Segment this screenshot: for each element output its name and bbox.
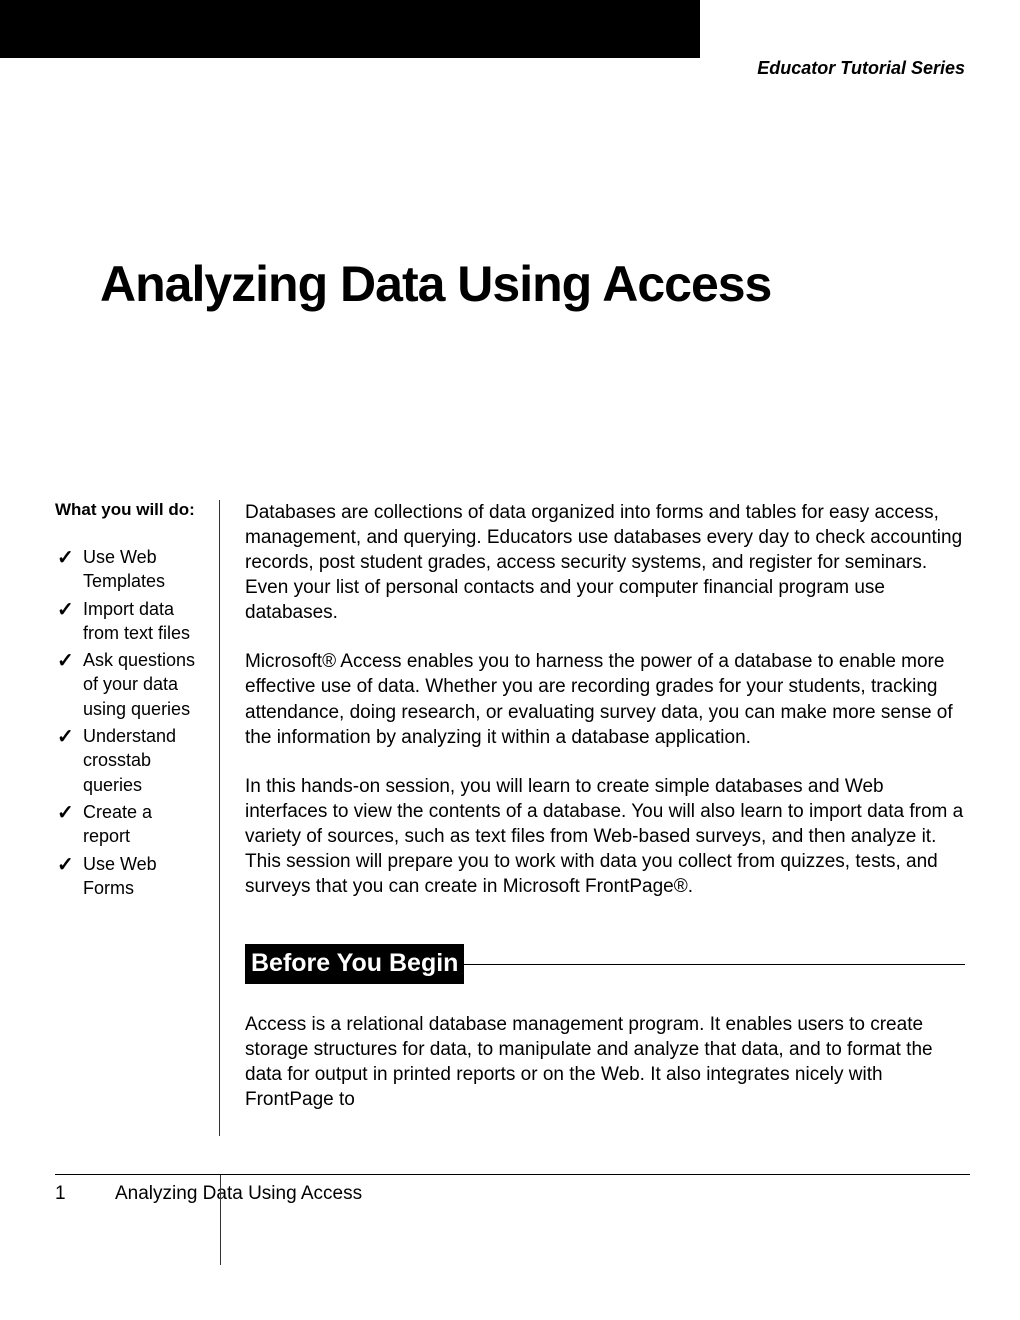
heading-rule xyxy=(464,964,965,965)
check-list: Use Web Templates Import data from text … xyxy=(55,545,204,900)
list-item: Use Web Forms xyxy=(55,852,204,901)
main-column: Databases are collections of data organi… xyxy=(220,500,965,1136)
paragraph: In this hands-on session, you will learn… xyxy=(245,774,965,899)
list-item: Understand crosstab queries xyxy=(55,724,204,797)
paragraph: Databases are collections of data organi… xyxy=(245,500,965,625)
paragraph: Microsoft® Access enables you to harness… xyxy=(245,649,965,749)
footer-text: 1 Analyzing Data Using Access xyxy=(55,1183,970,1205)
page-title: Analyzing Data Using Access xyxy=(100,255,771,313)
footer-title: Analyzing Data Using Access xyxy=(115,1183,362,1205)
list-item: Create a report xyxy=(55,800,204,849)
series-label: Educator Tutorial Series xyxy=(757,58,965,79)
sidebar-heading: What you will do: xyxy=(55,500,204,520)
sidebar-border-extension xyxy=(220,1175,221,1265)
sidebar: What you will do: Use Web Templates Impo… xyxy=(55,500,220,1136)
header-black-bar xyxy=(0,0,700,58)
footer-rule xyxy=(55,1174,970,1175)
content-area: What you will do: Use Web Templates Impo… xyxy=(55,500,965,1136)
list-item: Use Web Templates xyxy=(55,545,204,594)
footer: 1 Analyzing Data Using Access xyxy=(55,1174,970,1205)
page-number: 1 xyxy=(55,1183,115,1205)
paragraph: Access is a relational database manageme… xyxy=(245,1012,965,1112)
list-item: Ask questions of your data using queries xyxy=(55,648,204,721)
section-heading-row: Before You Begin xyxy=(245,944,965,984)
list-item: Import data from text files xyxy=(55,597,204,646)
section-heading: Before You Begin xyxy=(245,944,464,984)
